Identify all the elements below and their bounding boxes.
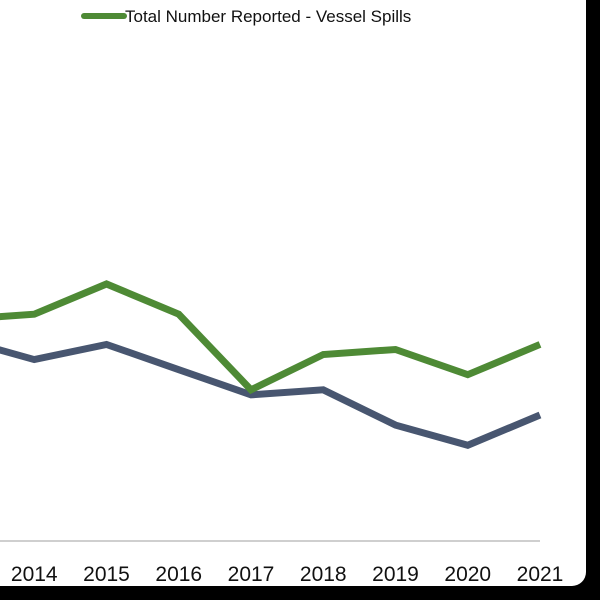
x-tick-labels: 2014 2015 2016 2017 2018 2019 2020 2021	[11, 563, 563, 586]
legend-label-vessel-spills: Total Number Reported - Vessel Spills	[125, 7, 411, 26]
x-tick-label-2021: 2021	[517, 563, 564, 586]
x-tick-label-2015: 2015	[83, 563, 130, 586]
x-tick-label-2019: 2019	[372, 563, 419, 586]
legend: Total Number Reported - Vessel Spills	[81, 7, 411, 26]
chart-frame: Total Number Reported - Vessel Spills 20…	[0, 0, 586, 586]
x-tick-label-2020: 2020	[444, 563, 491, 586]
x-tick-label-2014: 2014	[11, 563, 58, 586]
x-tick-label-2018: 2018	[300, 563, 347, 586]
x-tick-label-2017: 2017	[228, 563, 275, 586]
series-line-secondary	[0, 340, 542, 449]
line-chart: Total Number Reported - Vessel Spills 20…	[0, 7, 563, 586]
series-line-vessel-spills	[0, 280, 542, 395]
x-tick-label-2016: 2016	[155, 563, 202, 586]
series-layer	[0, 280, 542, 449]
